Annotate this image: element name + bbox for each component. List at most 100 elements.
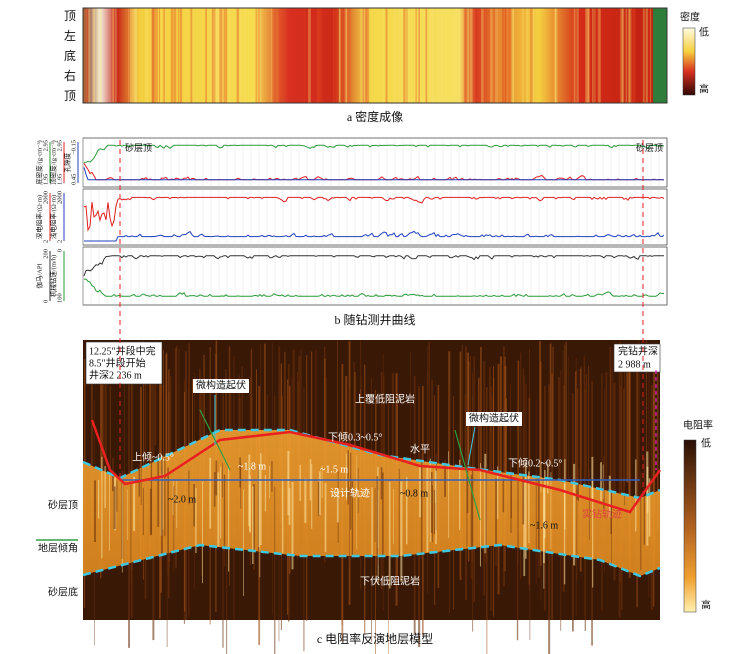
texture <box>342 8 345 103</box>
texture <box>239 8 242 103</box>
texture <box>558 377 561 483</box>
texture <box>471 464 474 561</box>
texture <box>403 8 406 103</box>
legend-high: 高 <box>699 82 709 95</box>
texture <box>347 8 349 103</box>
texture <box>127 489 128 540</box>
annotation: 上覆低阻泥岩 <box>355 392 415 405</box>
texture <box>480 346 482 536</box>
texture <box>629 8 632 103</box>
texture <box>244 8 246 103</box>
texture <box>260 343 261 512</box>
texture <box>429 8 432 103</box>
texture <box>622 388 625 536</box>
texture <box>585 374 588 479</box>
curve-min: 2 <box>56 240 63 243</box>
texture <box>583 356 585 552</box>
texture <box>576 488 578 581</box>
texture <box>418 8 420 103</box>
texture <box>363 8 365 103</box>
texture <box>179 8 183 103</box>
texture <box>573 463 576 566</box>
texture <box>344 8 347 103</box>
note-box <box>193 379 249 393</box>
texture <box>419 465 422 518</box>
texture <box>429 458 431 543</box>
side-label: 顶 <box>64 89 76 103</box>
texture <box>249 475 251 533</box>
texture <box>431 8 434 103</box>
texture <box>524 462 527 559</box>
texture <box>274 486 276 552</box>
texture <box>625 8 628 103</box>
texture <box>172 480 174 516</box>
texture <box>525 383 527 484</box>
texture <box>160 8 162 103</box>
texture <box>360 375 362 492</box>
texture <box>501 8 504 103</box>
texture <box>133 476 136 531</box>
texture <box>116 480 118 512</box>
texture <box>252 486 254 564</box>
track-frame <box>82 137 668 188</box>
curve-min: 1.95 <box>56 174 63 185</box>
texture <box>209 8 212 103</box>
texture <box>188 470 190 505</box>
texture <box>228 8 231 103</box>
legend-high: 高 <box>701 598 711 611</box>
texture <box>463 8 467 103</box>
texture <box>193 484 195 527</box>
texture <box>531 8 535 103</box>
texture <box>164 458 166 537</box>
curve-min: 2 <box>42 240 49 243</box>
texture <box>144 8 147 103</box>
texture <box>345 8 348 103</box>
texture <box>300 348 302 495</box>
texture <box>324 483 327 553</box>
note-text: 完钻井深 <box>618 344 658 357</box>
texture <box>490 8 493 103</box>
texture <box>319 8 322 103</box>
density-image <box>83 8 653 103</box>
texture <box>643 457 645 545</box>
side-label: 底 <box>64 48 76 63</box>
curve-name: 浅电阻率/(Ω·m) <box>48 195 57 239</box>
texture <box>112 8 115 103</box>
texture <box>365 8 368 103</box>
side-label: 左 <box>64 28 76 43</box>
texture <box>93 8 95 103</box>
texture <box>398 468 400 557</box>
texture <box>260 453 262 546</box>
legend-title: 电阻率 <box>683 418 713 431</box>
curve-min: 100 <box>56 293 63 303</box>
texture <box>597 8 600 103</box>
texture <box>380 467 383 500</box>
texture <box>504 365 507 496</box>
texture <box>332 8 335 103</box>
texture <box>648 8 651 103</box>
texture <box>134 8 137 103</box>
texture <box>163 385 165 489</box>
texture <box>631 8 635 103</box>
texture <box>564 344 566 502</box>
texture <box>621 8 625 103</box>
texture <box>220 466 222 539</box>
texture <box>97 479 100 519</box>
log-curve <box>83 196 665 232</box>
texture <box>264 475 267 512</box>
texture <box>353 361 355 485</box>
texture <box>223 474 226 567</box>
texture <box>620 8 623 103</box>
texture <box>464 8 467 103</box>
texture <box>426 465 429 552</box>
legend-low: 低 <box>699 25 709 38</box>
texture <box>151 8 154 103</box>
texture <box>431 379 433 543</box>
texture <box>398 8 401 103</box>
texture <box>338 8 340 103</box>
side-label: 砂层顶 <box>48 498 78 511</box>
texture <box>178 348 180 499</box>
texture <box>219 8 222 103</box>
legend-title: 密度 <box>680 10 700 23</box>
